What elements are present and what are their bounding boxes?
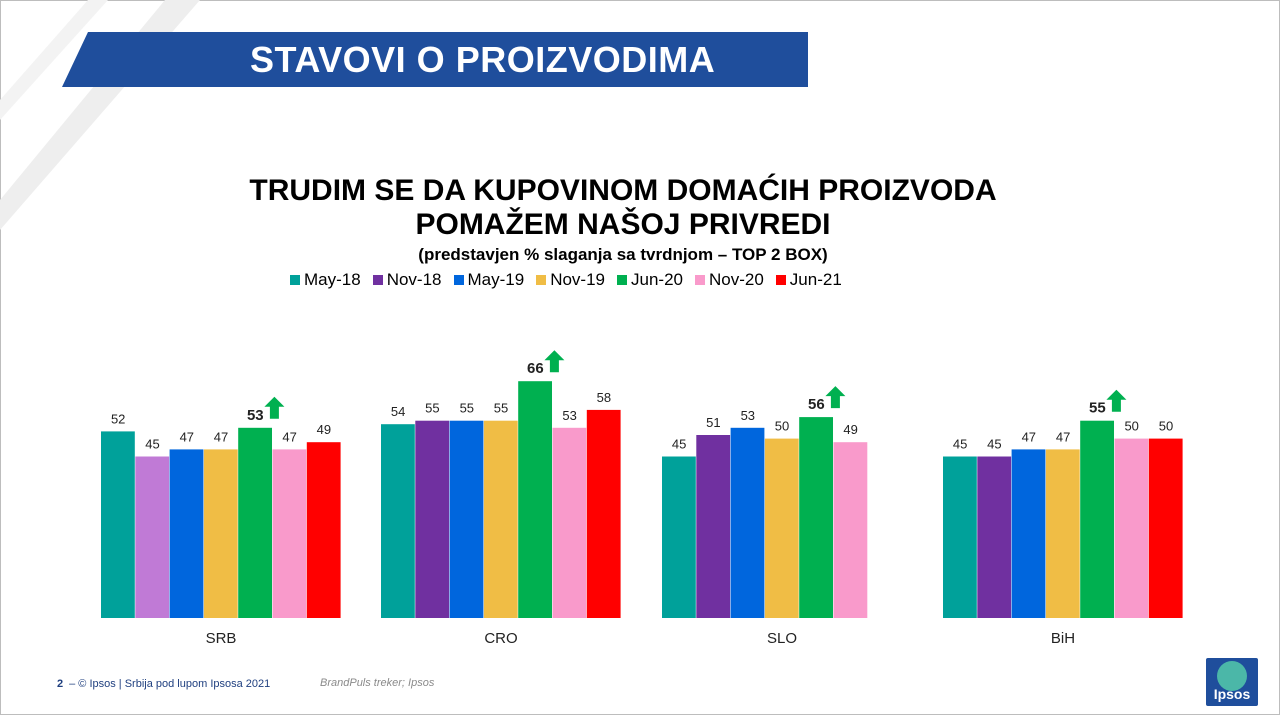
- data-label: 47: [282, 429, 296, 444]
- category-label: SRB: [206, 630, 237, 647]
- bar-slo-may-19: [730, 427, 765, 618]
- legend-item: May-19: [453, 270, 525, 290]
- bar-bih-jun-21: [1148, 438, 1183, 618]
- bar-bih-nov-20: [1114, 438, 1149, 618]
- bar-slo-may-18: [662, 456, 696, 618]
- bar-srb-jun-21: [306, 442, 341, 618]
- legend-item: Jun-21: [775, 270, 842, 290]
- bar-cro-nov-20: [552, 427, 587, 618]
- data-label: 56: [808, 396, 825, 413]
- bar-cro-may-18: [381, 424, 415, 618]
- legend-swatch: [453, 275, 464, 285]
- up-arrow-icon: [1106, 389, 1127, 412]
- ipsos-logo: Ipsos: [1206, 658, 1258, 706]
- bar-srb-nov-18: [135, 456, 170, 618]
- legend-swatch: [775, 275, 786, 285]
- bar-bih-may-18: [943, 456, 977, 618]
- data-label: 66: [527, 360, 544, 377]
- bar-cro-jun-20: [518, 381, 552, 618]
- legend-swatch: [290, 275, 300, 285]
- footer-text: – © Ipsos | Srbija pod lupom Ipsosa 2021: [69, 678, 271, 690]
- data-label: 58: [597, 390, 611, 405]
- title-banner: [62, 32, 808, 87]
- data-label: 54: [391, 404, 405, 419]
- data-label: 52: [111, 411, 125, 426]
- data-label: 50: [1159, 419, 1173, 434]
- legend-label: Jun-20: [631, 270, 683, 289]
- legend-swatch: [536, 275, 547, 285]
- bar-slo-nov-18: [696, 435, 731, 618]
- data-label: 55: [494, 401, 508, 416]
- data-label: 53: [741, 408, 755, 423]
- footer-source: BrandPuls treker; Ipsos: [320, 677, 435, 689]
- bar-slo-nov-19: [764, 438, 799, 618]
- legend-item: Nov-19: [536, 270, 605, 290]
- data-label: 51: [706, 415, 720, 430]
- data-label: 53: [562, 408, 576, 423]
- bar-srb-may-18: [101, 431, 135, 618]
- data-label: 47: [214, 429, 228, 444]
- bar-cro-nov-19: [483, 420, 518, 618]
- data-label: 45: [672, 437, 686, 452]
- data-label: 55: [425, 401, 439, 416]
- bar-bih-jun-20: [1080, 420, 1114, 618]
- chart-title-line2: POMAŽEM NAŠOJ PRIVREDI: [415, 208, 831, 241]
- bar-cro-jun-21: [586, 409, 621, 618]
- bar-srb-jun-20: [238, 427, 272, 618]
- legend-label: Jun-21: [789, 270, 842, 289]
- footer-copyright: 2 – © Ipsos | Srbija pod lupom Ipsosa 202…: [57, 678, 270, 690]
- data-label: 53: [247, 407, 264, 424]
- legend-label: May-19: [467, 270, 525, 289]
- category-label: BiH: [1051, 630, 1075, 647]
- data-label: 47: [1056, 429, 1070, 444]
- legend-label: Nov-18: [386, 270, 442, 289]
- legend-swatch: [694, 275, 705, 285]
- data-label: 47: [180, 429, 194, 444]
- legend-label: May-18: [304, 270, 361, 289]
- legend-item: Nov-18: [372, 270, 442, 290]
- chart-legend: May-18 Nov-18 May-19 Nov-19 Jun-20 Nov-20 Jun-…: [290, 269, 842, 291]
- data-label: 50: [775, 419, 789, 434]
- legend-item: Jun-20: [617, 270, 683, 290]
- legend-label: Nov-19: [550, 270, 605, 289]
- bar-bih-may-19: [1011, 449, 1046, 618]
- bar-slo-nov-20: [833, 442, 868, 618]
- up-arrow-icon: [825, 386, 846, 409]
- data-label: 49: [317, 422, 331, 437]
- bar-srb-nov-20: [272, 449, 307, 618]
- bar-bih-nov-18: [977, 456, 1012, 618]
- up-arrow-icon: [544, 350, 565, 373]
- banner-title: STAVOVI O PROIZVODIMA: [250, 39, 716, 80]
- category-label: SLO: [767, 630, 797, 647]
- bar-bih-nov-19: [1045, 449, 1080, 618]
- logo-circle: [1217, 661, 1247, 691]
- legend-swatch: [372, 275, 383, 285]
- legend-item: May-18: [290, 270, 361, 290]
- data-label: 55: [460, 401, 474, 416]
- bar-srb-nov-19: [203, 449, 238, 618]
- logo-text: Ipsos: [1213, 686, 1251, 702]
- up-arrow-icon: [264, 396, 285, 419]
- data-label: 45: [145, 437, 159, 452]
- legend-swatch: [617, 275, 627, 285]
- data-label: 49: [843, 422, 857, 437]
- data-label: 45: [953, 437, 967, 452]
- chart-title-line1: TRUDIM SE DA KUPOVINOM DOMAĆIH PROIZVODA: [249, 174, 997, 207]
- legend-label: Nov-20: [708, 270, 764, 289]
- category-label: CRO: [484, 630, 517, 647]
- data-label: 47: [1022, 429, 1036, 444]
- page-number: 2: [57, 678, 64, 690]
- bar-cro-may-19: [449, 420, 484, 618]
- legend-item: Nov-20: [694, 270, 764, 290]
- bar-cro-nov-18: [415, 420, 450, 618]
- data-label: 55: [1089, 400, 1106, 417]
- bar-slo-jun-20: [799, 417, 833, 618]
- data-label: 50: [1124, 419, 1138, 434]
- bar-srb-may-19: [169, 449, 204, 618]
- data-label: 45: [987, 437, 1001, 452]
- chart-subtitle: (predstavjen % slaganja sa tvrdnjom – TO…: [418, 245, 828, 264]
